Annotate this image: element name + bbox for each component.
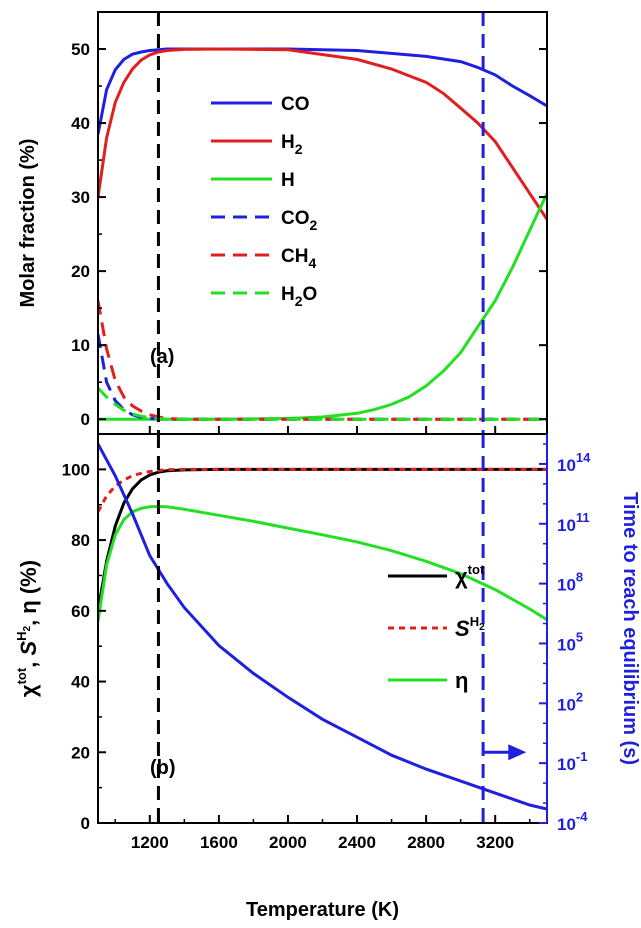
panel-a-y-axis-label: Molar fraction (%) <box>17 139 39 308</box>
arrow-head <box>508 744 527 761</box>
y-tick-label: 10 <box>71 336 90 355</box>
panel-b-legend: χtot SH2 η <box>388 562 485 693</box>
x-tick-label: 2400 <box>338 833 376 852</box>
y-tick-label: 30 <box>71 188 90 207</box>
legend-label-h: H <box>281 170 295 191</box>
series-line-h2 <box>98 47 547 221</box>
panel-b-y-axis-label: χtot, SH2, η (%) <box>14 560 41 697</box>
panel-a-label: (a) <box>150 346 174 368</box>
legend-label-co2: CO2 <box>281 208 318 233</box>
y-tick-label: 80 <box>71 531 90 550</box>
panel-b: 0 20 40 60 80 100 1200 1600 2000 2400 2800 3200 10… <box>14 426 641 921</box>
panel-a: 0 10 20 30 40 50 Molar fraction (%) (a) CO H2 H… <box>17 11 548 435</box>
series-line-ch4 <box>98 300 547 421</box>
x-tick-label: 2800 <box>407 833 445 852</box>
arrow-annotation <box>483 744 527 761</box>
series-line-co <box>98 47 547 135</box>
x-tick-label: 1200 <box>131 833 169 852</box>
y-tick-label: 0 <box>81 410 90 429</box>
y-tick-label: 100 <box>62 460 90 479</box>
panel-b-right-axis-label: Time to reach equilibrium (s) <box>619 492 641 765</box>
legend-label-eta: η <box>455 668 468 693</box>
x-tick-label: 2000 <box>269 833 307 852</box>
y-tick-label: 40 <box>71 114 90 133</box>
y-tick-label: 60 <box>71 602 90 621</box>
y-tick-label: 20 <box>71 262 90 281</box>
legend-label-sh2: SH2 <box>455 614 485 641</box>
series-line-h2o <box>98 387 547 421</box>
panel-a-legend: CO H2 H CO2 CH4 H2O <box>211 94 318 309</box>
y2-tick-label: 10-4 <box>557 809 588 834</box>
x-tick-label: 1600 <box>200 833 238 852</box>
legend-label-ch4: CH4 <box>281 246 316 271</box>
y2-tick-label: 1014 <box>557 450 591 475</box>
x-axis-label: Temperature (K) <box>246 899 399 921</box>
legend-label-h2: H2 <box>281 132 303 157</box>
legend-label-co: CO <box>281 94 310 115</box>
x-tick-label: 3200 <box>476 833 514 852</box>
series-line-h <box>98 192 547 421</box>
legend-label-chi-tot: χtot <box>455 562 485 589</box>
y2-tick-label: 1011 <box>557 510 590 535</box>
y2-tick-label: 10-1 <box>557 749 587 774</box>
legend-label-h2o: H2O <box>281 284 317 309</box>
series-line-eta <box>98 504 547 622</box>
y2-tick-label: 105 <box>557 629 583 654</box>
y-tick-label: 20 <box>71 743 90 762</box>
panel-a-frame <box>97 11 548 435</box>
y-tick-label: 50 <box>71 40 90 59</box>
y-tick-label: 0 <box>81 814 90 833</box>
y2-tick-label: 102 <box>557 689 583 714</box>
y-tick-label: 40 <box>71 673 90 692</box>
series-line-time <box>98 443 547 811</box>
y2-tick-label: 108 <box>557 570 583 595</box>
series-line-chi-tot <box>98 467 547 612</box>
panel-b-label: (b) <box>150 757 176 779</box>
